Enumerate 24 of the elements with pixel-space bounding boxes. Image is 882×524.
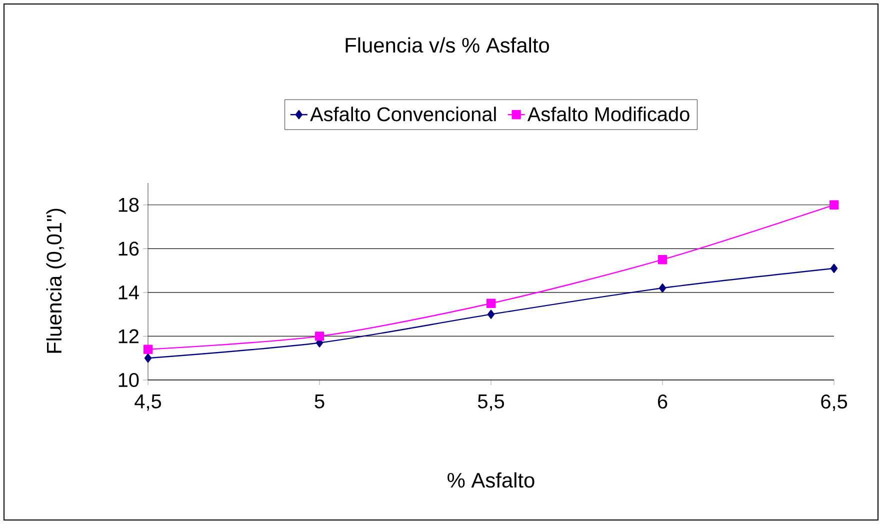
y-tick-label: 14 xyxy=(118,286,139,300)
point xyxy=(144,354,152,363)
x-tick-label: 6,5 xyxy=(821,394,848,411)
x-tick-label: 5 xyxy=(314,394,324,408)
point xyxy=(658,255,668,264)
point xyxy=(829,200,839,210)
point xyxy=(486,298,496,308)
chart-title: Fluencia v/s % Asfalto xyxy=(346,37,549,53)
x-tick-label: 5,5 xyxy=(478,394,504,411)
point xyxy=(314,332,324,341)
y-axis-title: Fluencia (0,01") xyxy=(46,208,66,353)
legend-label: Asfalto Convencional xyxy=(310,106,496,122)
legend-label: Asfalto Modificado xyxy=(527,106,690,122)
y-tick-label: 18 xyxy=(118,198,139,212)
y-tick-label: 10 xyxy=(118,372,139,388)
x-axis-title: % Asfalto xyxy=(448,472,534,488)
y-tick-label: 16 xyxy=(118,242,139,256)
y-tick-label: 12 xyxy=(118,329,138,344)
point xyxy=(830,264,838,273)
point xyxy=(487,310,495,319)
x-tick-label: 4,5 xyxy=(134,394,162,411)
point xyxy=(658,283,666,293)
x-tick-label: 6 xyxy=(658,394,668,409)
point xyxy=(143,344,153,354)
